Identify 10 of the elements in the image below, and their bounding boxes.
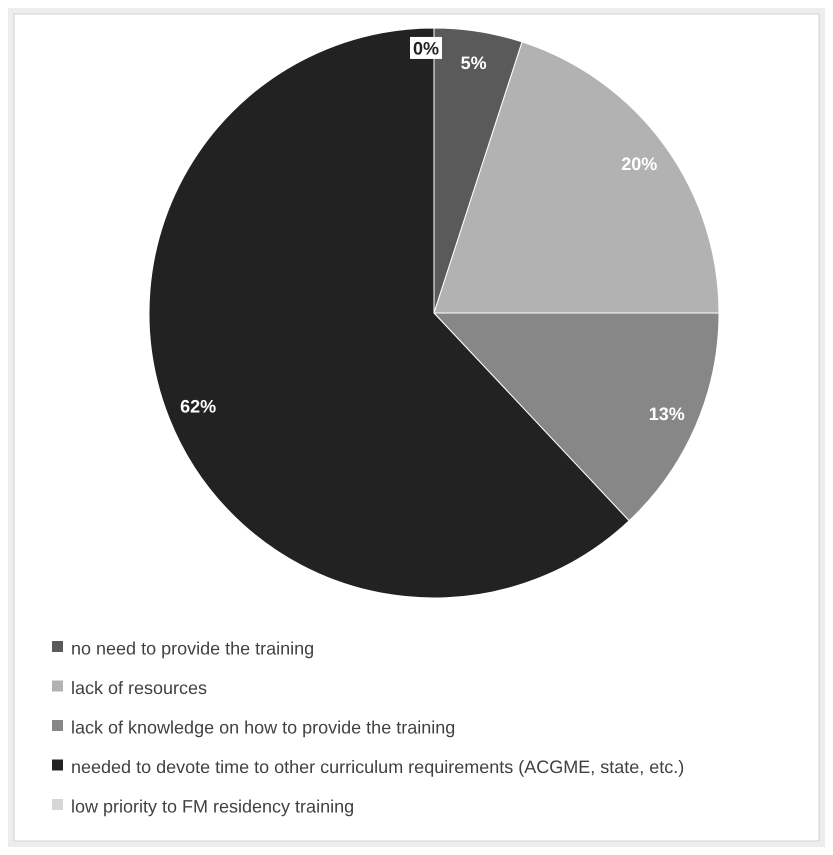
data-label: 13%: [648, 404, 685, 424]
legend-label: lack of resources: [71, 678, 208, 698]
data-label: 62%: [180, 396, 216, 417]
data-label: 5%: [460, 52, 487, 73]
legend-label: needed to devote time to other curriculum requirements (ACGME, state, etc.): [71, 756, 684, 777]
data-label: 20%: [621, 154, 658, 174]
legend-label: no need to provide the training: [71, 638, 314, 658]
legend-label: lack of knowledge on how to provide the training: [71, 717, 456, 738]
legend-label: low priority to FM residency training: [71, 796, 354, 816]
text: 0%: [412, 38, 440, 58]
